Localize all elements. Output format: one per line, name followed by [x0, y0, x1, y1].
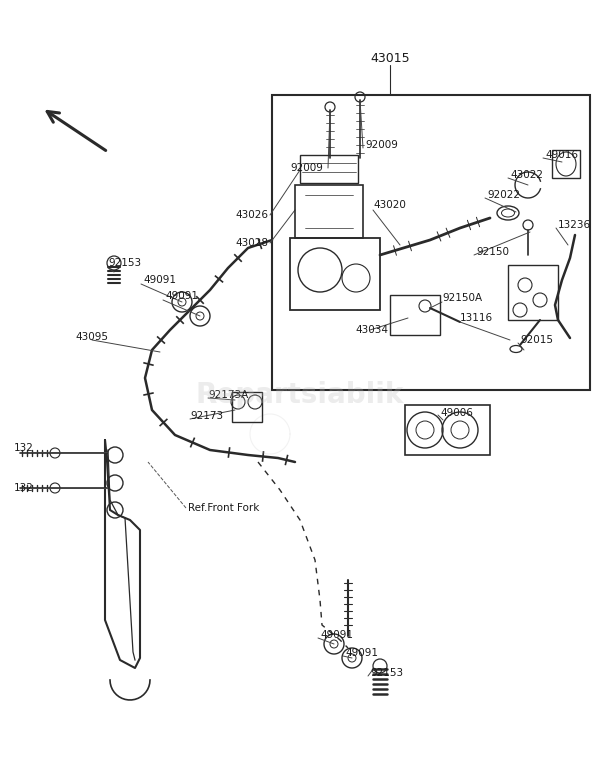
Bar — [272, 95, 590, 390]
Text: 92153: 92153 — [108, 258, 141, 268]
Text: 92153: 92153 — [370, 668, 403, 678]
Text: 43034: 43034 — [355, 325, 388, 335]
Text: 49091: 49091 — [320, 630, 353, 640]
Text: 13236: 13236 — [558, 220, 591, 230]
Text: Ref.Front Fork: Ref.Front Fork — [188, 503, 259, 513]
Text: 132: 132 — [14, 443, 34, 453]
Text: 49091: 49091 — [345, 648, 378, 658]
Text: Repartsiablik: Repartsiablik — [196, 381, 404, 409]
Text: 92015: 92015 — [520, 335, 553, 345]
Text: 43015: 43015 — [370, 51, 410, 64]
Text: 92173: 92173 — [190, 411, 223, 421]
Text: 92009: 92009 — [290, 163, 323, 173]
Text: 92150A: 92150A — [442, 293, 482, 303]
Text: 43028: 43028 — [235, 238, 268, 248]
Text: 92150: 92150 — [476, 247, 509, 257]
Text: 92173A: 92173A — [208, 390, 248, 400]
Text: 43095: 43095 — [75, 332, 108, 342]
Text: 43020: 43020 — [373, 200, 406, 210]
Text: 13116: 13116 — [460, 313, 493, 323]
Text: 49091: 49091 — [143, 275, 176, 285]
Text: 43026: 43026 — [235, 210, 268, 220]
Text: 49091: 49091 — [165, 291, 198, 301]
Text: 132: 132 — [14, 483, 34, 493]
Text: 92009: 92009 — [365, 140, 398, 150]
Text: 43022: 43022 — [510, 170, 543, 180]
Text: 49006: 49006 — [440, 408, 473, 418]
Text: 92022: 92022 — [487, 190, 520, 200]
Text: 49016: 49016 — [545, 150, 578, 160]
